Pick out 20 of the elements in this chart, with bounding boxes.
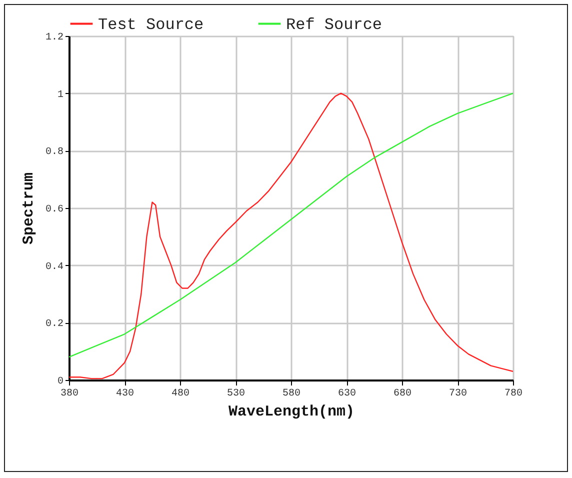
- x-tick-label: 380: [60, 388, 79, 400]
- legend-label: Test Source: [98, 16, 204, 34]
- x-tick-label: 680: [393, 388, 412, 400]
- x-axis-title: WaveLength(nm): [228, 404, 355, 420]
- x-tick-label: 630: [338, 388, 356, 400]
- x-tick-label: 430: [116, 388, 134, 400]
- x-tick-label: 480: [171, 388, 190, 400]
- x-tick-label: 580: [282, 388, 301, 400]
- y-tick-label: 0.4: [45, 262, 64, 273]
- x-tick-label: 730: [448, 388, 468, 400]
- y-tick-label: 1: [57, 90, 64, 101]
- x-tick-label: 530: [226, 388, 246, 400]
- y-tick-label: 0.2: [45, 319, 64, 330]
- y-axis-title: Spectrum: [20, 172, 38, 245]
- y-tick-label: 1.2: [45, 32, 64, 44]
- x-tick-label: 780: [504, 388, 523, 400]
- y-tick-label: 0.6: [45, 204, 64, 216]
- y-tick-label: 0.8: [45, 147, 64, 158]
- legend-label: Ref Source: [286, 16, 382, 34]
- y-tick-label: 0: [57, 376, 64, 388]
